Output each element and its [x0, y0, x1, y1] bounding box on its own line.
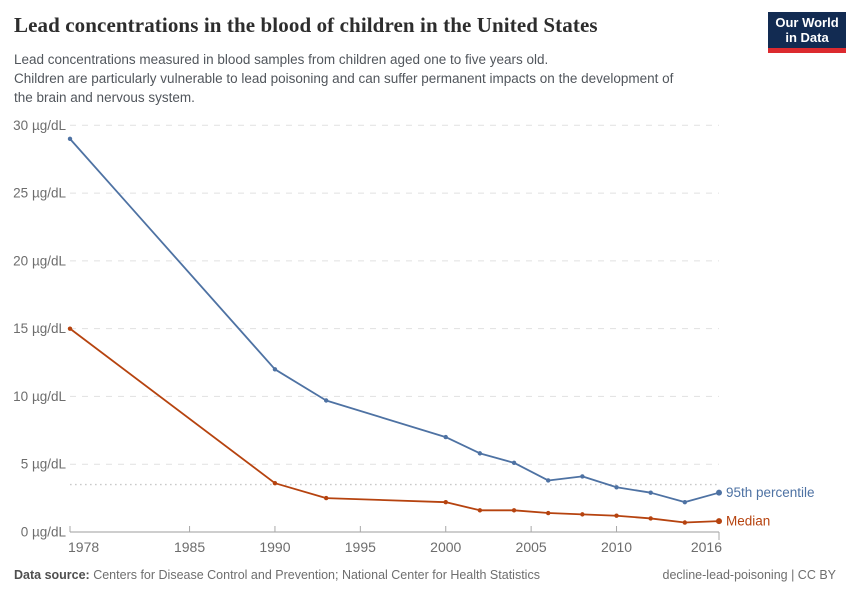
data-point-marker-median — [443, 499, 448, 505]
data-point-marker-median — [323, 495, 329, 501]
data-point-marker-95th-percentile — [580, 474, 585, 479]
attribution-link[interactable]: decline-lead-poisoning | CC BY — [662, 568, 836, 582]
y-axis-tick-label: 0 µg/dL — [21, 525, 67, 540]
data-point-marker-median — [648, 516, 653, 521]
data-point-marker-median — [272, 480, 278, 486]
x-axis-tick-label: 2010 — [601, 539, 632, 555]
x-axis-tick-label: 1995 — [345, 539, 376, 555]
data-point-marker-median — [580, 512, 585, 517]
data-point-marker-95th-percentile — [443, 434, 448, 440]
data-source-label: Data source: — [14, 568, 90, 582]
y-axis-tick-label: 20 µg/dL — [13, 253, 66, 268]
data-point-marker-median — [716, 518, 722, 525]
series-line-median[interactable] — [69, 327, 720, 524]
series-end-label-95th-percentile[interactable]: 95th percentile — [726, 485, 815, 500]
data-point-marker-median — [511, 508, 517, 513]
data-point-marker-95th-percentile — [546, 478, 551, 483]
y-axis-tick-label: 25 µg/dL — [13, 186, 66, 201]
x-axis-tick-label: 1978 — [68, 539, 99, 555]
data-point-marker-95th-percentile — [272, 367, 278, 372]
owid-logo-line-1: Our World — [775, 15, 839, 30]
data-point-marker-95th-percentile — [323, 398, 329, 403]
data-point-marker-95th-percentile — [716, 489, 722, 496]
owid-logo[interactable]: Our World in Data — [768, 12, 846, 53]
data-point-marker-median — [682, 520, 688, 525]
data-point-marker-95th-percentile — [511, 460, 517, 466]
data-point-marker-median — [546, 510, 551, 516]
x-axis-tick-label: 1985 — [174, 539, 205, 555]
series-end-label-median[interactable]: Median — [726, 514, 770, 529]
x-axis-tick-label: 2016 — [691, 539, 722, 555]
data-source-text: Centers for Disease Control and Preventi… — [89, 568, 540, 582]
y-axis-tick-label: 30 µg/dL — [13, 118, 66, 133]
y-axis-tick-label: 10 µg/dL — [13, 389, 66, 404]
data-point-marker-median — [67, 326, 73, 331]
data-point-marker-95th-percentile — [67, 136, 73, 142]
chart-subtitle-line-1: Lead concentrations measured in blood sa… — [14, 52, 549, 67]
data-point-marker-95th-percentile — [477, 451, 483, 456]
owid-logo-line-2: in Data — [785, 30, 829, 45]
chart-subtitle-line-3: the brain and nervous system. — [14, 90, 195, 105]
x-axis-tick-label: 2000 — [430, 539, 461, 555]
data-point-marker-median — [477, 508, 483, 513]
chart-subtitle: Lead concentrations measured in blood sa… — [14, 50, 774, 107]
y-axis-tick-label: 5 µg/dL — [21, 457, 67, 472]
data-point-marker-median — [614, 513, 619, 518]
chart-title: Lead concentrations in the blood of chil… — [14, 13, 598, 37]
data-point-marker-95th-percentile — [648, 490, 653, 495]
x-axis-tick-label: 2005 — [516, 539, 547, 555]
chart-footer: Data source: Centers for Disease Control… — [14, 567, 836, 584]
chart-subtitle-line-2: Children are particularly vulnerable to … — [14, 71, 674, 86]
series-line-95th-percentile[interactable] — [69, 137, 720, 504]
data-point-marker-95th-percentile — [682, 499, 688, 505]
data-point-marker-95th-percentile — [614, 485, 619, 490]
data-source-note: Data source: Centers for Disease Control… — [14, 567, 540, 584]
y-axis-tick-label: 15 µg/dL — [13, 321, 66, 336]
x-axis-tick-label: 1990 — [259, 539, 290, 555]
